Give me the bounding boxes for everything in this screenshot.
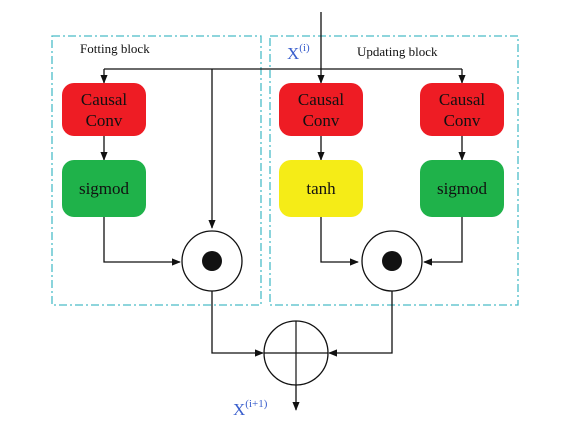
causal-conv-left-line2: Conv: [86, 111, 123, 130]
input-label: X(i): [287, 42, 310, 63]
sum-node: [263, 320, 329, 386]
causal-conv-right: Causal Conv: [420, 83, 504, 136]
sigmoid-left-label: sigmod: [79, 179, 130, 198]
output-label-base: X: [233, 400, 245, 419]
tanh-label: tanh: [306, 179, 336, 198]
input-label-base: X: [287, 44, 299, 63]
updating-block-border: [269, 35, 519, 306]
output-label: X(i+1): [233, 398, 268, 419]
causal-conv-mid-box: [279, 83, 363, 136]
multiply-node-left-dot-icon: [202, 251, 222, 271]
sigmoid-left: sigmod: [62, 160, 146, 217]
input-label-sup: (i): [299, 42, 310, 54]
output-label-sup: (i+1): [245, 398, 267, 410]
sigmoid-right-to-mult-right: [423, 217, 463, 266]
causal-conv-left: Causal Conv: [62, 83, 146, 136]
sigmoid-right-label: sigmod: [437, 179, 488, 198]
causal-conv-mid-line1: Causal: [298, 90, 345, 109]
causal-conv-mid: Causal Conv: [279, 83, 363, 136]
causal-conv-left-line1: Causal: [81, 90, 128, 109]
causal-conv-mid-line2: Conv: [303, 111, 340, 130]
mult-left-to-sum: [211, 291, 264, 357]
causal-conv-right-box: [420, 83, 504, 136]
multiply-node-left: [181, 230, 243, 292]
tanh-box: [279, 160, 363, 217]
multiply-node-right: [361, 230, 423, 292]
sigmoid-right-box: [420, 160, 504, 217]
causal-conv-left-box: [62, 83, 146, 136]
sigmoid-left-to-mult-left: [103, 217, 181, 266]
updating-block-label: Updating block: [357, 44, 438, 59]
fotting-block-border: [51, 35, 262, 306]
connections: [100, 12, 466, 411]
multiply-node-right-dot-icon: [382, 251, 402, 271]
causal-conv-right-line2: Conv: [444, 111, 481, 130]
sigmoid-right: sigmod: [420, 160, 504, 217]
fotting-block-label: Fotting block: [80, 41, 150, 56]
causal-conv-right-line1: Causal: [439, 90, 486, 109]
sigmoid-left-box: [62, 160, 146, 217]
tanh-to-mult-right: [320, 217, 359, 266]
mult-right-to-sum: [328, 291, 393, 357]
tanh-node: tanh: [279, 160, 363, 217]
